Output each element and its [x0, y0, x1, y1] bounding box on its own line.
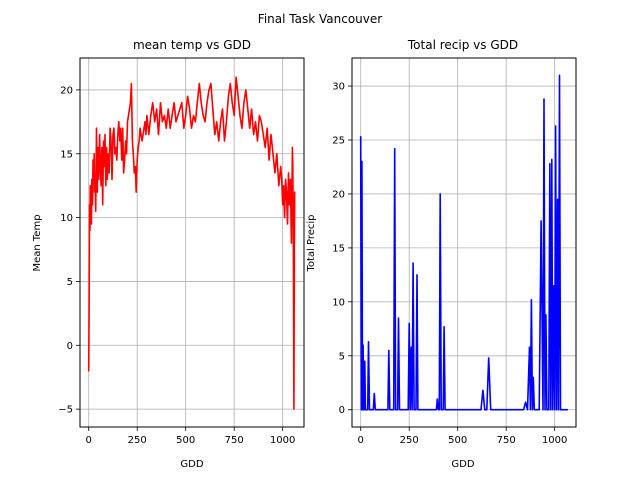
y-tick-label: 15 [332, 243, 345, 254]
y-tick-label: −5 [58, 405, 73, 416]
y-tick-label: 5 [67, 277, 73, 288]
y-tick-label: 10 [60, 213, 73, 224]
y-tick-label: 5 [339, 351, 345, 362]
x-tick-label: 250 [128, 435, 147, 446]
mean-temp-axes-frame [79, 57, 305, 428]
total-precip-ylabel: Total Precip [306, 214, 317, 272]
y-tick-label: 20 [60, 85, 73, 96]
x-tick-label: 1000 [270, 435, 295, 446]
y-tick-label: 25 [332, 136, 345, 147]
total-precip-panel: Total recip vs GDD GDD Total Precip 0 250… [306, 38, 577, 470]
y-tick-label: 15 [60, 149, 73, 160]
mean-temp-title: mean temp vs GDD [133, 38, 251, 52]
total-precip-xlabel: GDD [451, 459, 474, 470]
mean-temp-series-line [87, 76, 296, 410]
y-tick-label: 0 [339, 405, 345, 416]
y-tick-label: 0 [67, 341, 73, 352]
x-tick-label: 500 [176, 435, 195, 446]
x-tick-label: 750 [225, 435, 244, 446]
total-precip-axes-frame [351, 57, 577, 428]
mean-temp-xlabel: GDD [180, 459, 203, 470]
x-tick-label: 1000 [542, 435, 567, 446]
x-tick-label: 0 [358, 435, 364, 446]
x-tick-label: 750 [497, 435, 516, 446]
figure-title: Final Task Vancouver [258, 12, 382, 26]
x-tick-label: 500 [448, 435, 467, 446]
mean-temp-grid [80, 58, 304, 427]
x-tick-label: 250 [400, 435, 419, 446]
mean-temp-ylabel: Mean Temp [32, 214, 43, 271]
total-precip-title: Total recip vs GDD [407, 38, 518, 52]
y-tick-label: 10 [332, 297, 345, 308]
x-tick-label: 0 [86, 435, 92, 446]
y-tick-label: 30 [332, 82, 345, 93]
y-tick-label: 20 [332, 189, 345, 200]
total-precip-series-line [359, 74, 569, 411]
mean-temp-panel: mean temp vs GDD GDD Mean Temp 0 250 500 75… [32, 38, 305, 470]
